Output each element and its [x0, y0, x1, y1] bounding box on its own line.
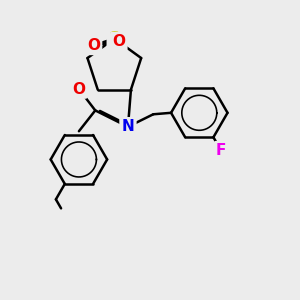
- Text: N: N: [122, 119, 134, 134]
- Text: S: S: [109, 31, 120, 46]
- Text: F: F: [216, 143, 226, 158]
- Text: O: O: [87, 38, 100, 53]
- Text: O: O: [112, 34, 125, 49]
- Text: O: O: [72, 82, 86, 97]
